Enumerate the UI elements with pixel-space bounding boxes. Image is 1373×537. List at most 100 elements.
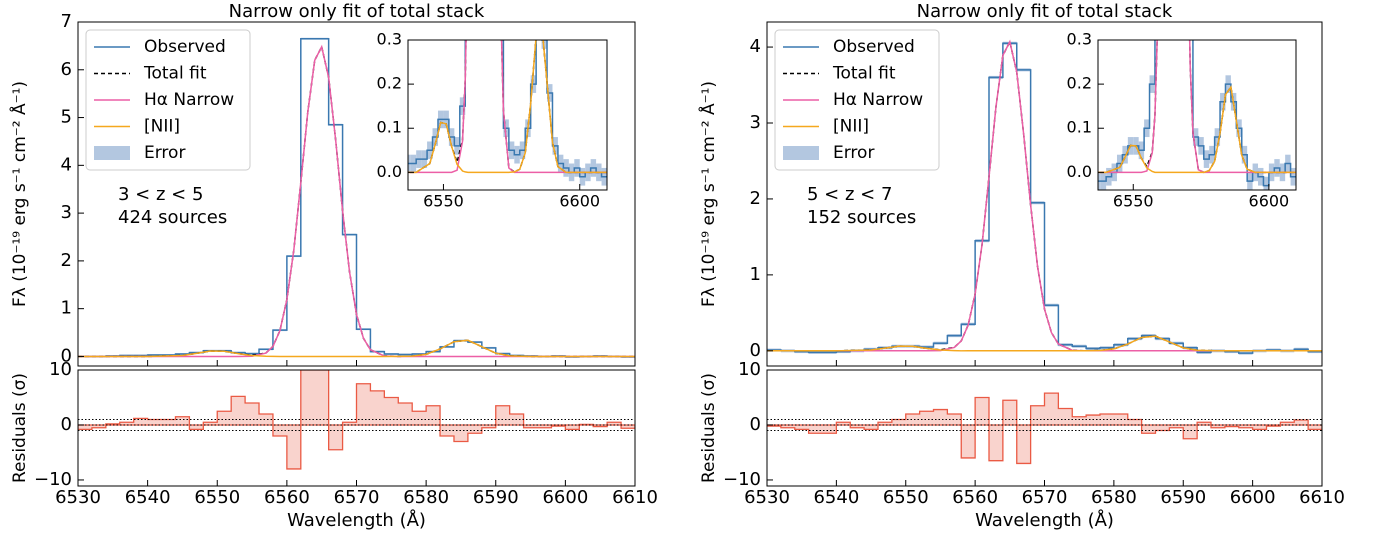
x-tick-label: 6610 — [1299, 487, 1345, 508]
x-tick-label: 6530 — [55, 487, 101, 508]
x-tick-label: 6600 — [1230, 487, 1276, 508]
y-tick-label: 0.0 — [377, 162, 402, 181]
y-tick-label: 0 — [750, 414, 761, 435]
observed-step — [1098, 40, 1296, 187]
annotation: 5 < z < 7 — [807, 184, 892, 205]
inset-frame — [1097, 39, 1297, 191]
y-axis-label: Fλ (10⁻¹⁹ erg s⁻¹ cm⁻² Å⁻¹) — [697, 81, 719, 307]
legend-label: Hα Narrow — [144, 90, 234, 110]
x-tick-label: 6570 — [334, 487, 380, 508]
main-plot-area — [78, 37, 635, 358]
y-tick-label: 3 — [61, 202, 72, 223]
legend-swatch — [783, 146, 819, 160]
inset-frame — [407, 39, 608, 191]
inset-background — [1098, 40, 1296, 190]
annotation: 3 < z < 5 — [118, 184, 203, 205]
legend-label: Total fit — [832, 64, 896, 84]
legend: Observed Total fit Hα Narrow [NII] Error — [774, 29, 940, 171]
fit-line — [767, 335, 1322, 352]
y-tick-label: 0.1 — [377, 118, 402, 137]
annotation: 424 sources — [118, 207, 227, 228]
x-tick-label: 6590 — [473, 487, 519, 508]
x-tick-label: 6600 — [542, 487, 588, 508]
y-tick-label: 10 — [738, 359, 761, 380]
y-tick-label: 4 — [750, 36, 761, 57]
y-tick-label: 6 — [61, 59, 72, 80]
x-tick-label: 6610 — [612, 487, 658, 508]
legend-label: Observed — [144, 37, 226, 57]
y-tick-label: 4 — [61, 154, 72, 175]
x-tick-label: 6580 — [403, 487, 449, 508]
inset-plot-area — [1098, 40, 1296, 190]
fit-line — [408, 40, 607, 174]
y-tick-label: 0 — [61, 414, 72, 435]
residual-step — [78, 370, 635, 470]
y-tick-label: −10 — [723, 469, 761, 490]
y-tick-label: 0.1 — [1067, 118, 1092, 137]
fit-line — [408, 40, 607, 174]
fit-line — [1098, 85, 1296, 174]
legend-box — [774, 29, 940, 171]
legend-label: Hα Narrow — [833, 90, 923, 110]
x-tick-label: 6590 — [1160, 487, 1206, 508]
y-tick-label: 0.0 — [1067, 162, 1092, 181]
y-tick-label: 0 — [750, 340, 761, 361]
chart-title: Narrow only fit of total stack — [917, 1, 1173, 22]
y-tick-label: 0.3 — [377, 30, 402, 49]
x-tick-label: 6550 — [423, 192, 464, 211]
x-tick-label: 6540 — [813, 487, 859, 508]
x-tick-label: 6560 — [264, 487, 310, 508]
x-tick-label: 6600 — [559, 192, 600, 211]
fit-line — [1098, 40, 1296, 174]
x-tick-label: 6530 — [744, 487, 790, 508]
legend-label: Error — [144, 143, 185, 163]
x-tick-label: 6550 — [1113, 192, 1154, 211]
legend-label: [NII] — [833, 117, 869, 137]
annotation: 152 sources — [807, 207, 916, 228]
y-tick-label: 2 — [750, 188, 761, 209]
x-tick-label: 6570 — [1022, 487, 1068, 508]
legend-label: Observed — [833, 37, 915, 57]
residuals-axis-label: Residuals (σ) — [699, 373, 719, 483]
residuals-plot-area — [78, 370, 635, 470]
legend-label: Error — [833, 143, 874, 163]
residuals-axis-label: Residuals (σ) — [10, 373, 30, 483]
fit-line — [78, 339, 635, 358]
x-axis-label: Wavelength (Å) — [287, 509, 426, 531]
chart-title: Narrow only fit of total stack — [229, 1, 485, 22]
legend-label: Total fit — [143, 64, 207, 84]
residual-step — [767, 392, 1322, 465]
y-tick-label: 0.2 — [1067, 74, 1092, 93]
fit-line — [767, 39, 1322, 352]
fit-line — [78, 44, 635, 358]
y-tick-label: 2 — [61, 250, 72, 271]
y-axis-label: Fλ (10⁻¹⁹ erg s⁻¹ cm⁻² Å⁻¹) — [8, 81, 30, 307]
legend-label: [NII] — [144, 117, 180, 137]
main-plot-area — [767, 39, 1322, 355]
x-tick-label: 6550 — [194, 487, 240, 508]
x-axis-label: Wavelength (Å) — [975, 509, 1114, 531]
error-band — [541, 40, 548, 49]
x-tick-label: 6560 — [952, 487, 998, 508]
x-tick-label: 6580 — [1091, 487, 1137, 508]
x-tick-label: 6600 — [1249, 192, 1290, 211]
y-tick-label: 5 — [61, 107, 72, 128]
x-tick-label: 6540 — [125, 487, 171, 508]
y-tick-label: 1 — [750, 264, 761, 285]
y-tick-label: 7 — [61, 11, 72, 32]
y-tick-label: 0 — [61, 345, 72, 366]
legend-swatch — [94, 146, 130, 160]
legend: Observed Total fit Hα Narrow [NII] Error — [85, 29, 251, 171]
x-tick-label: 6550 — [883, 487, 929, 508]
y-tick-label: 10 — [49, 359, 72, 380]
inset-plot-area — [408, 40, 607, 186]
error-band — [1263, 176, 1269, 190]
y-tick-label: 3 — [750, 112, 761, 133]
legend-box — [85, 29, 251, 171]
residuals-plot-area — [767, 392, 1322, 465]
y-tick-label: −10 — [34, 469, 72, 490]
y-tick-label: 0.2 — [377, 74, 402, 93]
y-tick-label: 1 — [61, 298, 72, 319]
y-tick-label: 0.3 — [1067, 30, 1092, 49]
